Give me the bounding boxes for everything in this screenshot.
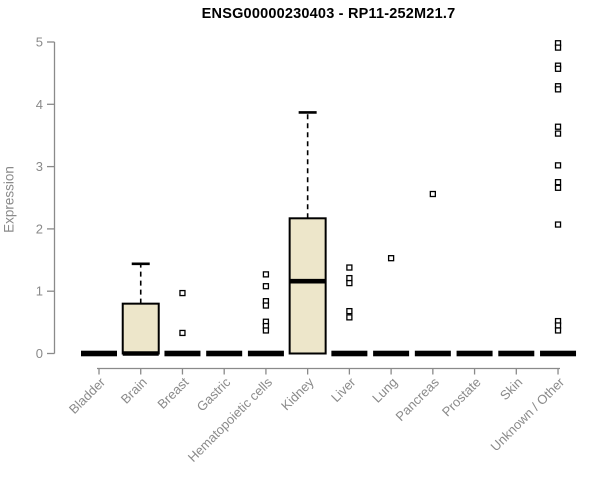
- chart-title: ENSG00000230403 - RP11-252M21.7: [201, 6, 456, 22]
- outlier-point: [346, 264, 353, 271]
- outlier-point: [387, 255, 395, 262]
- x-axis-category-label: Prostate: [439, 375, 484, 420]
- zero-box: [373, 350, 410, 357]
- zero-box: [414, 350, 451, 357]
- x-axis-category-label: Skin: [497, 375, 525, 403]
- outlier-point: [179, 289, 186, 297]
- x-axis-category-label: Bladder: [66, 374, 109, 417]
- outlier-point: [554, 65, 562, 72]
- outlier-point: [554, 44, 562, 51]
- y-axis-tick-label: 4: [36, 97, 43, 112]
- outlier-point: [554, 86, 562, 93]
- x-axis-category-label: Unknown / Other: [488, 374, 568, 454]
- y-axis-tick-label: 2: [36, 221, 43, 236]
- y-axis-tick-label: 5: [36, 35, 43, 50]
- outlier-point: [429, 190, 436, 198]
- outlier-point: [346, 279, 353, 287]
- zero-box: [164, 350, 201, 357]
- outlier-point: [554, 221, 562, 228]
- outlier-point: [346, 307, 353, 315]
- x-axis-category-label: Breast: [154, 374, 191, 411]
- x-axis-category-label: Brain: [118, 375, 150, 407]
- y-axis-tick-label: 3: [36, 159, 43, 174]
- outlier-point: [554, 179, 562, 186]
- y-axis-tick-label: 1: [36, 284, 43, 299]
- outlier-point: [262, 271, 270, 278]
- outlier-point: [554, 322, 562, 329]
- outlier-point: [554, 123, 562, 130]
- zero-box: [540, 350, 577, 357]
- outlier-point: [262, 283, 270, 290]
- x-axis-category-label: Lung: [369, 375, 400, 406]
- box-iqr: [121, 302, 160, 355]
- zero-box: [331, 350, 368, 357]
- x-axis-category-label: Gastric: [194, 374, 234, 414]
- outlier-point: [262, 327, 270, 334]
- zero-box: [81, 350, 117, 357]
- zero-box: [456, 350, 493, 357]
- outlier-point: [262, 302, 270, 309]
- outlier-point: [554, 162, 562, 169]
- zero-box: [498, 350, 535, 357]
- x-axis-category-label: Kidney: [278, 374, 317, 413]
- x-axis-category-label: Liver: [328, 374, 359, 405]
- y-axis-title: Expression: [1, 166, 17, 233]
- box-iqr: [288, 217, 327, 355]
- outlier-point: [554, 327, 562, 334]
- outlier-point: [346, 314, 353, 321]
- x-axis-category-label: Pancreas: [393, 374, 443, 424]
- outlier-point: [179, 329, 186, 337]
- outlier-point: [554, 184, 562, 191]
- zero-box: [247, 350, 284, 357]
- outlier-point: [554, 130, 562, 137]
- outlier-point: [346, 274, 353, 282]
- zero-box: [206, 350, 243, 357]
- y-axis-tick-label: 0: [36, 346, 43, 361]
